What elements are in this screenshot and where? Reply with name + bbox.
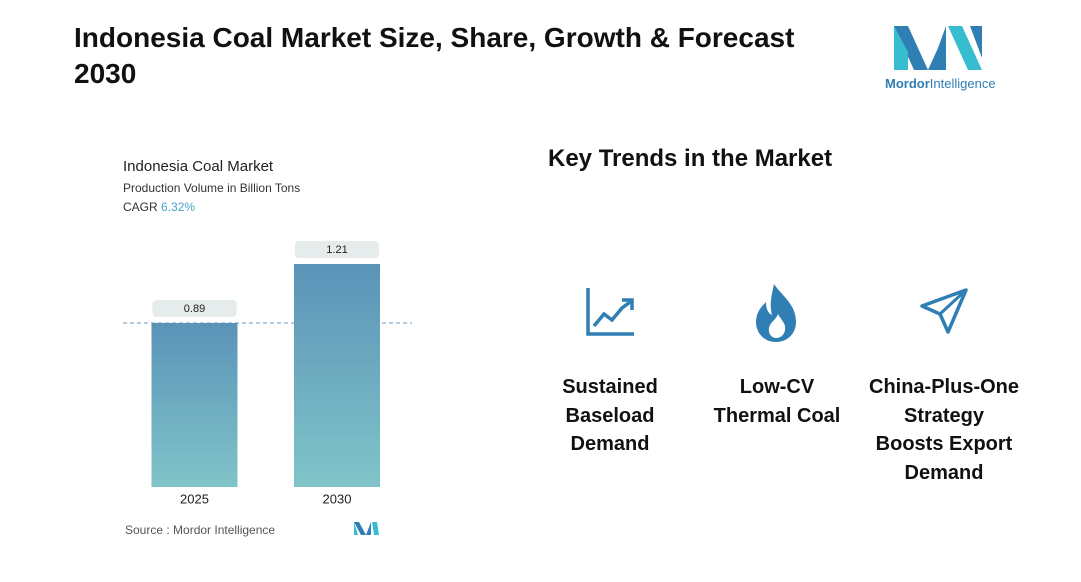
logo-text: MordorIntelligence	[885, 76, 996, 91]
trend-label: Low-CV Thermal Coal	[713, 376, 841, 427]
value-label: 0.89	[184, 303, 205, 315]
section-heading: Key Trends in the Market	[548, 145, 833, 172]
chart-subtitle: Production Volume in Billion Tons	[123, 181, 300, 195]
cagr-value: 6.32%	[161, 200, 195, 214]
bar	[151, 322, 238, 487]
page-title: Indonesia Coal Market Size, Share, Growt…	[74, 22, 795, 89]
value-label-bg	[152, 299, 237, 317]
chart-title: Indonesia Coal Market	[123, 158, 274, 175]
x-tick-label: 2030	[323, 491, 352, 506]
trend-label: China-Plus-One Strategy Boosts Export De…	[869, 376, 1020, 484]
logo-suffix: Intelligence	[930, 76, 996, 91]
source: Source : Mordor Intelligence	[125, 523, 275, 537]
source-logo	[354, 522, 379, 535]
trend-label: Sustained Baseload Demand	[562, 376, 658, 455]
icon-chart	[586, 288, 634, 336]
cagr-label: CAGR	[123, 200, 158, 214]
icon-flame	[756, 284, 796, 342]
chart: Indonesia Coal Market Production Volume …	[123, 158, 412, 537]
value-label: 1.21	[326, 244, 347, 256]
logo: MordorIntelligence	[885, 26, 996, 91]
logo-brand: Mordor	[885, 76, 930, 91]
icon-send	[920, 288, 968, 334]
x-tick-label: 2025	[180, 491, 209, 506]
cagr: CAGR 6.32%	[123, 200, 195, 214]
value-label-bg	[295, 241, 379, 258]
bar	[294, 264, 380, 487]
